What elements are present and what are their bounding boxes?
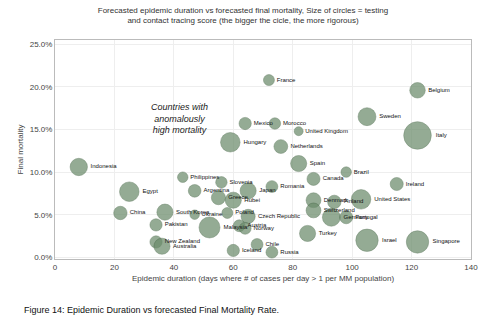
svg-text:Italy: Italy [436, 132, 447, 138]
svg-text:France: France [277, 77, 296, 83]
svg-text:Israel: Israel [382, 237, 397, 243]
svg-text:Pakistan: Pakistan [165, 221, 188, 227]
svg-text:5.0%: 5.0% [34, 210, 52, 219]
svg-text:Forecasted epidemic duration v: Forecasted epidemic duration vs forecast… [98, 6, 388, 25]
svg-text:0: 0 [53, 263, 58, 272]
svg-text:Morocco: Morocco [283, 120, 307, 126]
svg-text:Malaysia: Malaysia [224, 224, 248, 230]
svg-text:Egypt: Egypt [142, 188, 158, 194]
svg-text:120: 120 [405, 263, 419, 272]
svg-text:10.0%: 10.0% [30, 168, 53, 177]
svg-text:Ukraine: Ukraine [202, 211, 223, 217]
svg-text:Canada: Canada [323, 175, 345, 181]
svg-text:Brazil: Brazil [354, 169, 369, 175]
svg-text:Germany: Germany [344, 214, 369, 220]
svg-text:Netherlands: Netherlands [290, 143, 322, 149]
svg-text:Iceland: Iceland [242, 247, 261, 253]
svg-text:Switzerland: Switzerland [324, 207, 355, 213]
svg-text:Austria: Austria [248, 222, 267, 228]
svg-text:Finland: Finland [344, 198, 364, 204]
svg-text:South Korea: South Korea [176, 209, 210, 215]
svg-text:Indonesia: Indonesia [91, 163, 118, 169]
svg-text:United Kingdom: United Kingdom [305, 128, 348, 134]
svg-text:Final mortality: Final mortality [16, 125, 25, 175]
svg-text:Turkey: Turkey [319, 230, 337, 236]
svg-text:Figure 14: Epidemic Duration v: Figure 14: Epidemic Duration vs forecast… [24, 305, 279, 315]
svg-text:Poland: Poland [235, 209, 254, 215]
svg-text:Denmark: Denmark [324, 197, 349, 203]
svg-text:Australia: Australia [173, 243, 197, 249]
svg-text:40: 40 [169, 263, 178, 272]
svg-text:20: 20 [110, 263, 119, 272]
svg-text:Portugal: Portugal [355, 214, 377, 220]
svg-text:Spain: Spain [310, 160, 325, 166]
svg-text:Hungary: Hungary [243, 139, 266, 145]
svg-text:China: China [130, 209, 146, 215]
svg-text:Epidemic duration (days where: Epidemic duration (days where # of cases… [132, 274, 394, 283]
svg-text:Norway: Norway [254, 225, 274, 231]
svg-text:60: 60 [229, 263, 238, 272]
svg-text:Argentina: Argentina [204, 187, 230, 193]
svg-text:New Zealand: New Zealand [165, 238, 200, 244]
svg-text:140: 140 [464, 263, 478, 272]
svg-text:Slovenia: Slovenia [230, 179, 254, 185]
svg-text:United States: United States [374, 196, 410, 202]
svg-text:Czech Republic: Czech Republic [258, 213, 300, 219]
svg-text:25.0%: 25.0% [30, 40, 53, 49]
svg-text:Mexico: Mexico [254, 120, 274, 126]
svg-text:100: 100 [345, 263, 359, 272]
svg-text:Japan: Japan [259, 187, 275, 193]
svg-text:Ireland: Ireland [406, 181, 424, 187]
svg-text:15.0%: 15.0% [30, 125, 53, 134]
svg-text:Sweden: Sweden [379, 113, 401, 119]
svg-text:Countries withanomalouslyhigh: Countries withanomalouslyhigh mortality [151, 102, 208, 135]
svg-text:20.0%: 20.0% [30, 83, 53, 92]
svg-text:Greece: Greece [228, 194, 248, 200]
svg-text:Hubei: Hubei [244, 197, 260, 203]
svg-text:Philippines: Philippines [190, 174, 219, 180]
svg-text:Belgium: Belgium [428, 87, 450, 93]
svg-text:Romania: Romania [280, 183, 305, 189]
svg-text:Singapore: Singapore [432, 238, 460, 244]
svg-text:80: 80 [288, 263, 297, 272]
svg-text:0.0%: 0.0% [34, 253, 52, 262]
svg-text:Chile: Chile [265, 241, 279, 247]
svg-text:Russia: Russia [280, 249, 299, 255]
